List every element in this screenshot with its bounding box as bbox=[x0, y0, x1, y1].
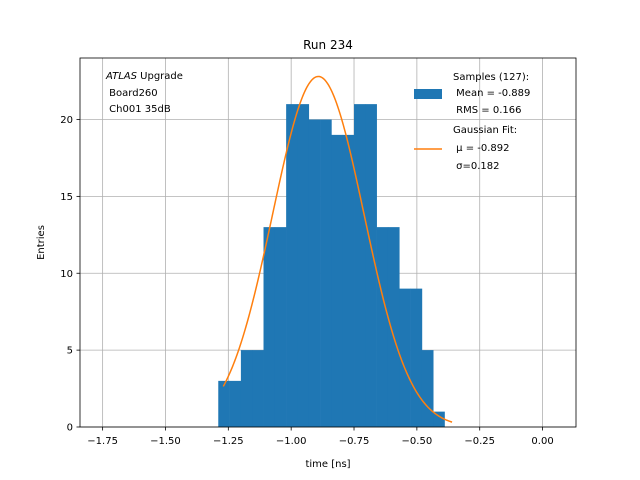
x-tick-label: −1.25 bbox=[213, 436, 244, 447]
annotation-line-1: ATLAS Upgrade bbox=[105, 71, 183, 82]
annotation-rest: Upgrade bbox=[137, 71, 183, 82]
legend-fit-label: Gaussian Fit: bbox=[453, 125, 517, 136]
histogram-bar bbox=[320, 119, 332, 427]
annotation-line-3: Ch001 35dB bbox=[106, 104, 171, 115]
y-tick-label: 5 bbox=[67, 346, 73, 357]
fit-curve bbox=[222, 75, 453, 423]
legend-histogram-label: Samples (127): bbox=[453, 72, 529, 83]
plot-frame bbox=[79, 57, 577, 428]
x-tick-label: −0.25 bbox=[464, 436, 495, 447]
legend-histogram-mean: Mean = -0.889 bbox=[453, 88, 530, 99]
histogram-bar bbox=[410, 288, 423, 427]
y-tick-label: 10 bbox=[60, 269, 73, 280]
histogram-bar bbox=[365, 104, 377, 427]
legend: Samples (127): Mean = -0.889 RMS = 0.166… bbox=[414, 72, 530, 172]
gaussian-fit bbox=[222, 75, 453, 423]
legend-histogram-swatch bbox=[414, 89, 442, 99]
histogram-bar bbox=[433, 411, 445, 427]
x-tick-label: 0.00 bbox=[531, 436, 553, 447]
x-tick-label: −0.50 bbox=[402, 436, 433, 447]
x-tick-label: −1.50 bbox=[150, 436, 181, 447]
axis-ticks: −1.75 −1.50 −1.25 −1.00 −0.75 −0.50 −0.25 0.00 0… bbox=[60, 115, 553, 447]
x-tick-label: −1.00 bbox=[276, 436, 307, 447]
legend-histogram-rms: RMS = 0.166 bbox=[453, 105, 521, 116]
histogram-bar bbox=[229, 380, 242, 427]
y-axis-label: Entries bbox=[36, 225, 47, 260]
histogram-bar bbox=[354, 104, 366, 427]
histogram-bar bbox=[274, 227, 287, 427]
x-tick-label: −0.75 bbox=[339, 436, 370, 447]
histogram-bar bbox=[331, 134, 344, 427]
histogram-bar bbox=[252, 350, 264, 427]
y-tick-label: 15 bbox=[60, 192, 73, 203]
histogram-bar bbox=[240, 350, 253, 427]
histogram-bar bbox=[308, 119, 321, 427]
histogram-bar bbox=[297, 104, 310, 427]
chart-title: Run 234 bbox=[303, 38, 353, 52]
legend-fit-mu: μ = -0.892 bbox=[453, 143, 510, 154]
histogram-bar bbox=[263, 227, 276, 427]
annotation-italic: ATLAS bbox=[105, 71, 138, 82]
histogram-bar bbox=[376, 227, 389, 427]
y-tick-label: 0 bbox=[67, 423, 73, 434]
histogram-bar bbox=[286, 104, 298, 427]
histogram-bar bbox=[218, 380, 230, 427]
histogram-bar bbox=[387, 227, 400, 427]
legend-fit-sigma: σ=0.182 bbox=[453, 161, 500, 172]
histogram-bar bbox=[421, 350, 434, 427]
histogram-bar bbox=[399, 288, 411, 427]
x-axis-label: time [ns] bbox=[305, 459, 350, 470]
histogram-bars bbox=[218, 104, 445, 427]
x-tick-label: −1.75 bbox=[87, 436, 118, 447]
histogram-bar bbox=[342, 134, 355, 427]
annotation-line-2: Board260 bbox=[106, 88, 158, 99]
y-tick-label: 20 bbox=[60, 115, 73, 126]
atlas-annotation: ATLAS Upgrade Board260 Ch001 35dB bbox=[105, 71, 183, 115]
